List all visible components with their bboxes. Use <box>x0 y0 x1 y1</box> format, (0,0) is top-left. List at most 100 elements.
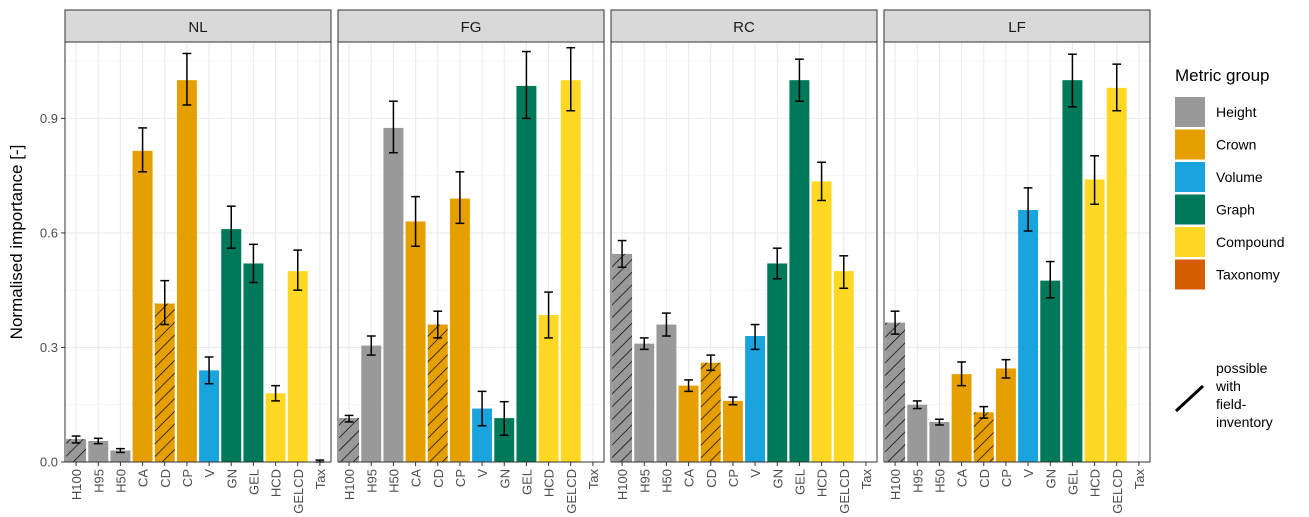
strip-nl <box>64 9 332 43</box>
bar-ca <box>132 150 153 462</box>
error-bar <box>544 291 553 339</box>
legend-items: Height Crown Volume Graph Compound Taxonomy <box>1175 97 1285 290</box>
bar-gn <box>767 263 788 462</box>
y-tick-label: 0.6 <box>40 225 58 240</box>
x-tick-label: GELCD <box>837 469 852 514</box>
x-tick-label: GN <box>770 469 785 489</box>
legend-label: Compound <box>1216 234 1285 250</box>
x-tick-label: CP <box>453 469 468 487</box>
bar-gel <box>1062 80 1083 462</box>
x-tick-label: H95 <box>91 469 106 493</box>
bar-h50 <box>110 450 131 462</box>
bar-v <box>199 370 220 462</box>
bar-gel <box>516 85 537 462</box>
bar-gel <box>789 80 810 462</box>
x-tick-label: H50 <box>659 469 674 493</box>
x-tick-label: Tax <box>859 469 874 490</box>
x-tick-label: CD <box>158 469 173 488</box>
x-tick-label: V <box>748 469 763 478</box>
error-bar <box>271 384 280 402</box>
error-bar <box>817 161 826 202</box>
bar-gelcd <box>833 271 854 462</box>
x-axis: H100 H95 H50 CA CD CP V GN GEL HCD GELCD Tax <box>615 462 874 514</box>
error-bar <box>116 447 125 454</box>
x-tick-label: HCD <box>542 469 557 497</box>
x-tick-label: CP <box>180 469 195 487</box>
x-tick-label: GEL <box>519 469 534 495</box>
x-tick-label: GELCD <box>291 469 306 514</box>
x-tick-label: H50 <box>113 469 128 493</box>
hatch-key-label: possible <box>1216 360 1268 376</box>
legend-label: Graph <box>1216 202 1255 218</box>
error-bar <box>1112 63 1122 112</box>
x-tick-label: CD <box>977 469 992 488</box>
error-bar <box>839 255 849 290</box>
error-bar <box>750 323 760 351</box>
bar-gelcd <box>1106 87 1127 463</box>
x-tick-label: GEL <box>246 469 261 495</box>
error-bar <box>93 437 103 445</box>
legend-item-compound: Compound <box>1175 227 1285 257</box>
panel-background <box>884 42 1150 462</box>
bar-gn <box>221 229 242 462</box>
bar-h50 <box>383 127 404 462</box>
error-bar <box>138 127 147 173</box>
error-bar <box>499 400 509 437</box>
x-tick-label: H100 <box>888 469 903 500</box>
error-bar <box>772 247 782 280</box>
bar-hatch <box>700 362 721 462</box>
bar-gn <box>494 418 515 462</box>
strip-label: LF <box>1008 19 1026 36</box>
strip-label: RC <box>733 19 755 36</box>
x-axis: H100 H95 H50 CA CD CP V GN GEL HCD GELCD Tax <box>69 462 328 514</box>
error-bar <box>411 195 420 248</box>
bar-gelcd <box>287 271 308 462</box>
error-bar <box>1001 358 1011 379</box>
error-bar <box>389 100 398 154</box>
error-bar <box>160 279 170 326</box>
legend-swatch <box>1175 162 1205 192</box>
x-tick-label: CD <box>431 469 446 488</box>
x-tick-label: HCD <box>815 469 830 497</box>
panel-border <box>610 41 878 463</box>
strip-fg <box>337 9 605 43</box>
bar-gel <box>243 263 264 462</box>
error-bar <box>1023 187 1033 232</box>
x-tick-label: CP <box>999 469 1014 487</box>
x-tick-label: H50 <box>386 469 401 493</box>
bars <box>885 53 1127 463</box>
error-bar <box>366 335 376 356</box>
x-tick-label: GN <box>1043 469 1058 489</box>
x-tick-label: GELCD <box>1110 469 1125 514</box>
x-tick-label: V <box>1021 469 1036 478</box>
x-tick-label: V <box>475 469 490 478</box>
legend-label: Volume <box>1216 169 1263 185</box>
bar-hatch <box>339 418 360 462</box>
legend-item-graph: Graph <box>1175 194 1255 225</box>
error-bar <box>522 50 531 120</box>
bar-ca <box>951 374 972 462</box>
error-bar <box>912 400 922 410</box>
bar-hcd <box>811 181 832 462</box>
hatch-key-label: with <box>1215 378 1241 394</box>
bar-h95 <box>634 343 655 462</box>
legend-swatch <box>1175 194 1205 225</box>
error-bar <box>1090 155 1099 206</box>
bar-hatch <box>612 253 633 462</box>
legend-label: Taxonomy <box>1216 267 1280 283</box>
bar-hatch <box>885 322 906 462</box>
strip-label: FG <box>461 19 482 36</box>
x-tick-label: V <box>202 469 217 478</box>
bar-hatch <box>973 412 994 462</box>
error-bar <box>639 337 649 351</box>
bar-h95 <box>361 345 382 462</box>
legend-swatch <box>1175 227 1205 257</box>
x-tick-label: GEL <box>1065 469 1080 495</box>
bar-hatch <box>427 324 448 462</box>
error-bar <box>204 356 214 385</box>
legend-item-taxonomy: Taxonomy <box>1175 259 1280 290</box>
panel-background <box>65 42 331 462</box>
bar-gn <box>1040 280 1061 462</box>
